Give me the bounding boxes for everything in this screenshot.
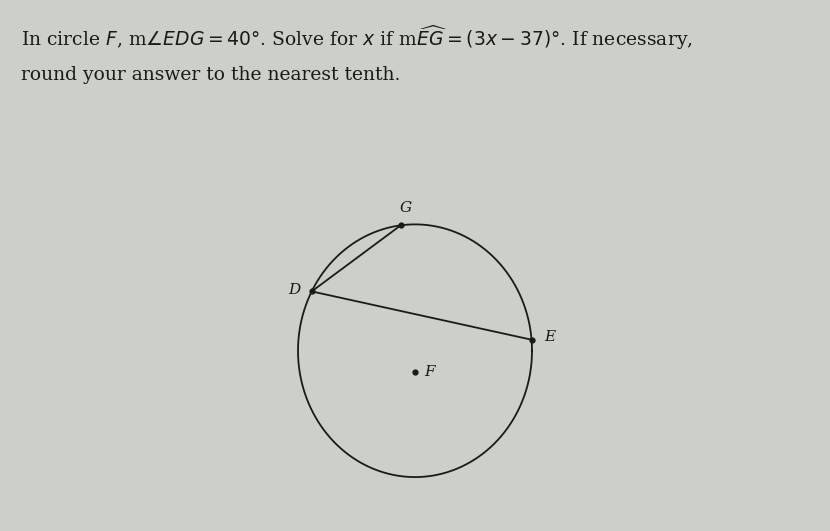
Text: In circle $\mathit{F}$, m$\angle \mathit{EDG} = 40°$. Solve for $\mathit{x}$ if : In circle $\mathit{F}$, m$\angle \mathit…: [21, 24, 692, 52]
Text: round your answer to the nearest tenth.: round your answer to the nearest tenth.: [21, 66, 400, 84]
Text: E: E: [544, 330, 555, 345]
Text: F: F: [424, 365, 435, 379]
Text: D: D: [288, 283, 300, 297]
Text: G: G: [399, 201, 412, 215]
